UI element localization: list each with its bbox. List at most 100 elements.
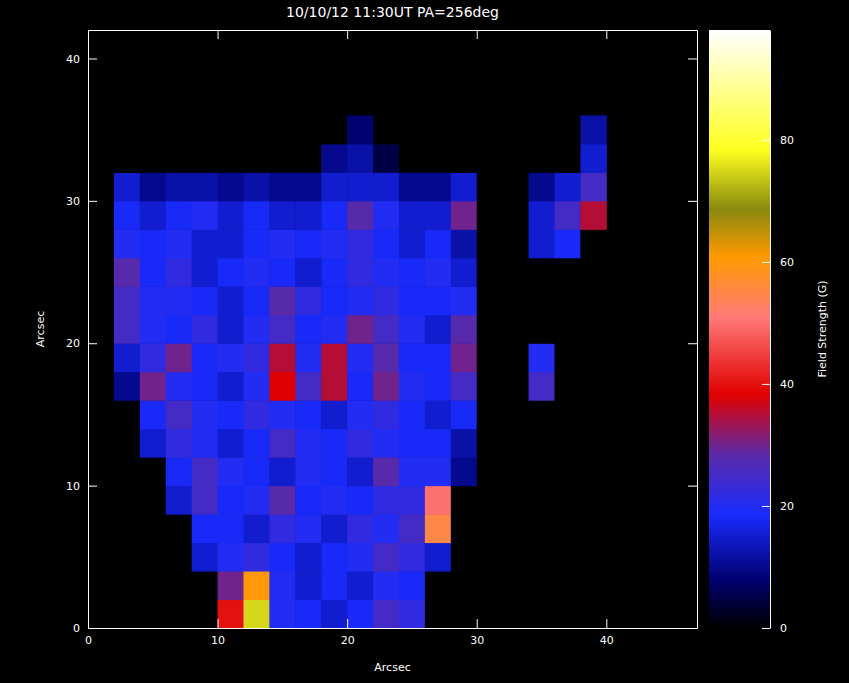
heatmap-cells [114, 115, 607, 628]
cell [554, 144, 580, 173]
cell [347, 229, 373, 258]
cell [321, 115, 347, 144]
cell [192, 115, 218, 144]
cell [166, 571, 192, 600]
chart: 01020304001020304010/10/12 11:30UT PA=25… [0, 0, 849, 683]
cell [347, 400, 373, 429]
cell [166, 457, 192, 486]
cell [529, 400, 555, 429]
cell [399, 429, 425, 458]
cell [140, 486, 166, 515]
y-axis-title: Arcsec [34, 311, 47, 347]
cell [529, 571, 555, 600]
tick [688, 58, 697, 59]
cell [269, 172, 295, 201]
cell [347, 429, 373, 458]
cell [347, 486, 373, 515]
cell [192, 144, 218, 173]
cell [218, 372, 244, 401]
cell [477, 115, 503, 144]
cell [373, 115, 399, 144]
cell [503, 172, 529, 201]
cell [554, 372, 580, 401]
cell [321, 144, 347, 173]
cell [503, 514, 529, 543]
cell [243, 144, 269, 173]
tick-mark [606, 30, 607, 39]
tick [347, 30, 348, 39]
cell [192, 229, 218, 258]
cell [529, 201, 555, 230]
cell [451, 115, 477, 144]
cell [529, 343, 555, 372]
cell [192, 457, 218, 486]
cell [166, 429, 192, 458]
cell [554, 286, 580, 315]
cell [218, 543, 244, 572]
cell [295, 543, 321, 572]
cell [192, 315, 218, 344]
cell [554, 571, 580, 600]
cell [218, 571, 244, 600]
cell [451, 486, 477, 515]
tick-label: 20 [341, 634, 355, 647]
cell [554, 543, 580, 572]
cell [140, 286, 166, 315]
cell [243, 229, 269, 258]
cell [580, 172, 606, 201]
axis-line [89, 628, 698, 629]
tick-mark [688, 58, 697, 59]
cell [243, 429, 269, 458]
cell [529, 600, 555, 628]
cell [295, 429, 321, 458]
cell [477, 372, 503, 401]
cell [399, 201, 425, 230]
cell [451, 229, 477, 258]
tick-label: 40 [66, 52, 80, 65]
cell [166, 400, 192, 429]
cell [373, 372, 399, 401]
cell [140, 229, 166, 258]
cell [477, 600, 503, 628]
cell [243, 486, 269, 515]
tick-label: 40 [600, 634, 614, 647]
cell [269, 258, 295, 287]
cell [295, 258, 321, 287]
cell [451, 600, 477, 628]
cell [114, 400, 140, 429]
cell [425, 144, 451, 173]
cell [451, 144, 477, 173]
cell [347, 201, 373, 230]
cell [269, 372, 295, 401]
cell [425, 457, 451, 486]
cell [321, 400, 347, 429]
cell [399, 286, 425, 315]
cell [166, 543, 192, 572]
y-axis: 010203040 [66, 31, 97, 636]
y-axis-right [688, 31, 698, 629]
tick-mark [88, 58, 97, 59]
cell [477, 286, 503, 315]
cell [451, 571, 477, 600]
cell [477, 571, 503, 600]
tick: 30 [470, 619, 484, 647]
cell [347, 315, 373, 344]
cell [503, 115, 529, 144]
tick-mark [347, 619, 348, 628]
cell [114, 486, 140, 515]
cell [243, 315, 269, 344]
cell [477, 201, 503, 230]
cell [425, 229, 451, 258]
cell [347, 343, 373, 372]
cell [347, 514, 373, 543]
colorbar [709, 30, 770, 628]
cell [321, 457, 347, 486]
cell [503, 144, 529, 173]
cell [347, 571, 373, 600]
cell [399, 315, 425, 344]
cell [477, 429, 503, 458]
cell [218, 457, 244, 486]
tick [688, 201, 697, 202]
tick-mark [762, 140, 770, 141]
cell [166, 514, 192, 543]
